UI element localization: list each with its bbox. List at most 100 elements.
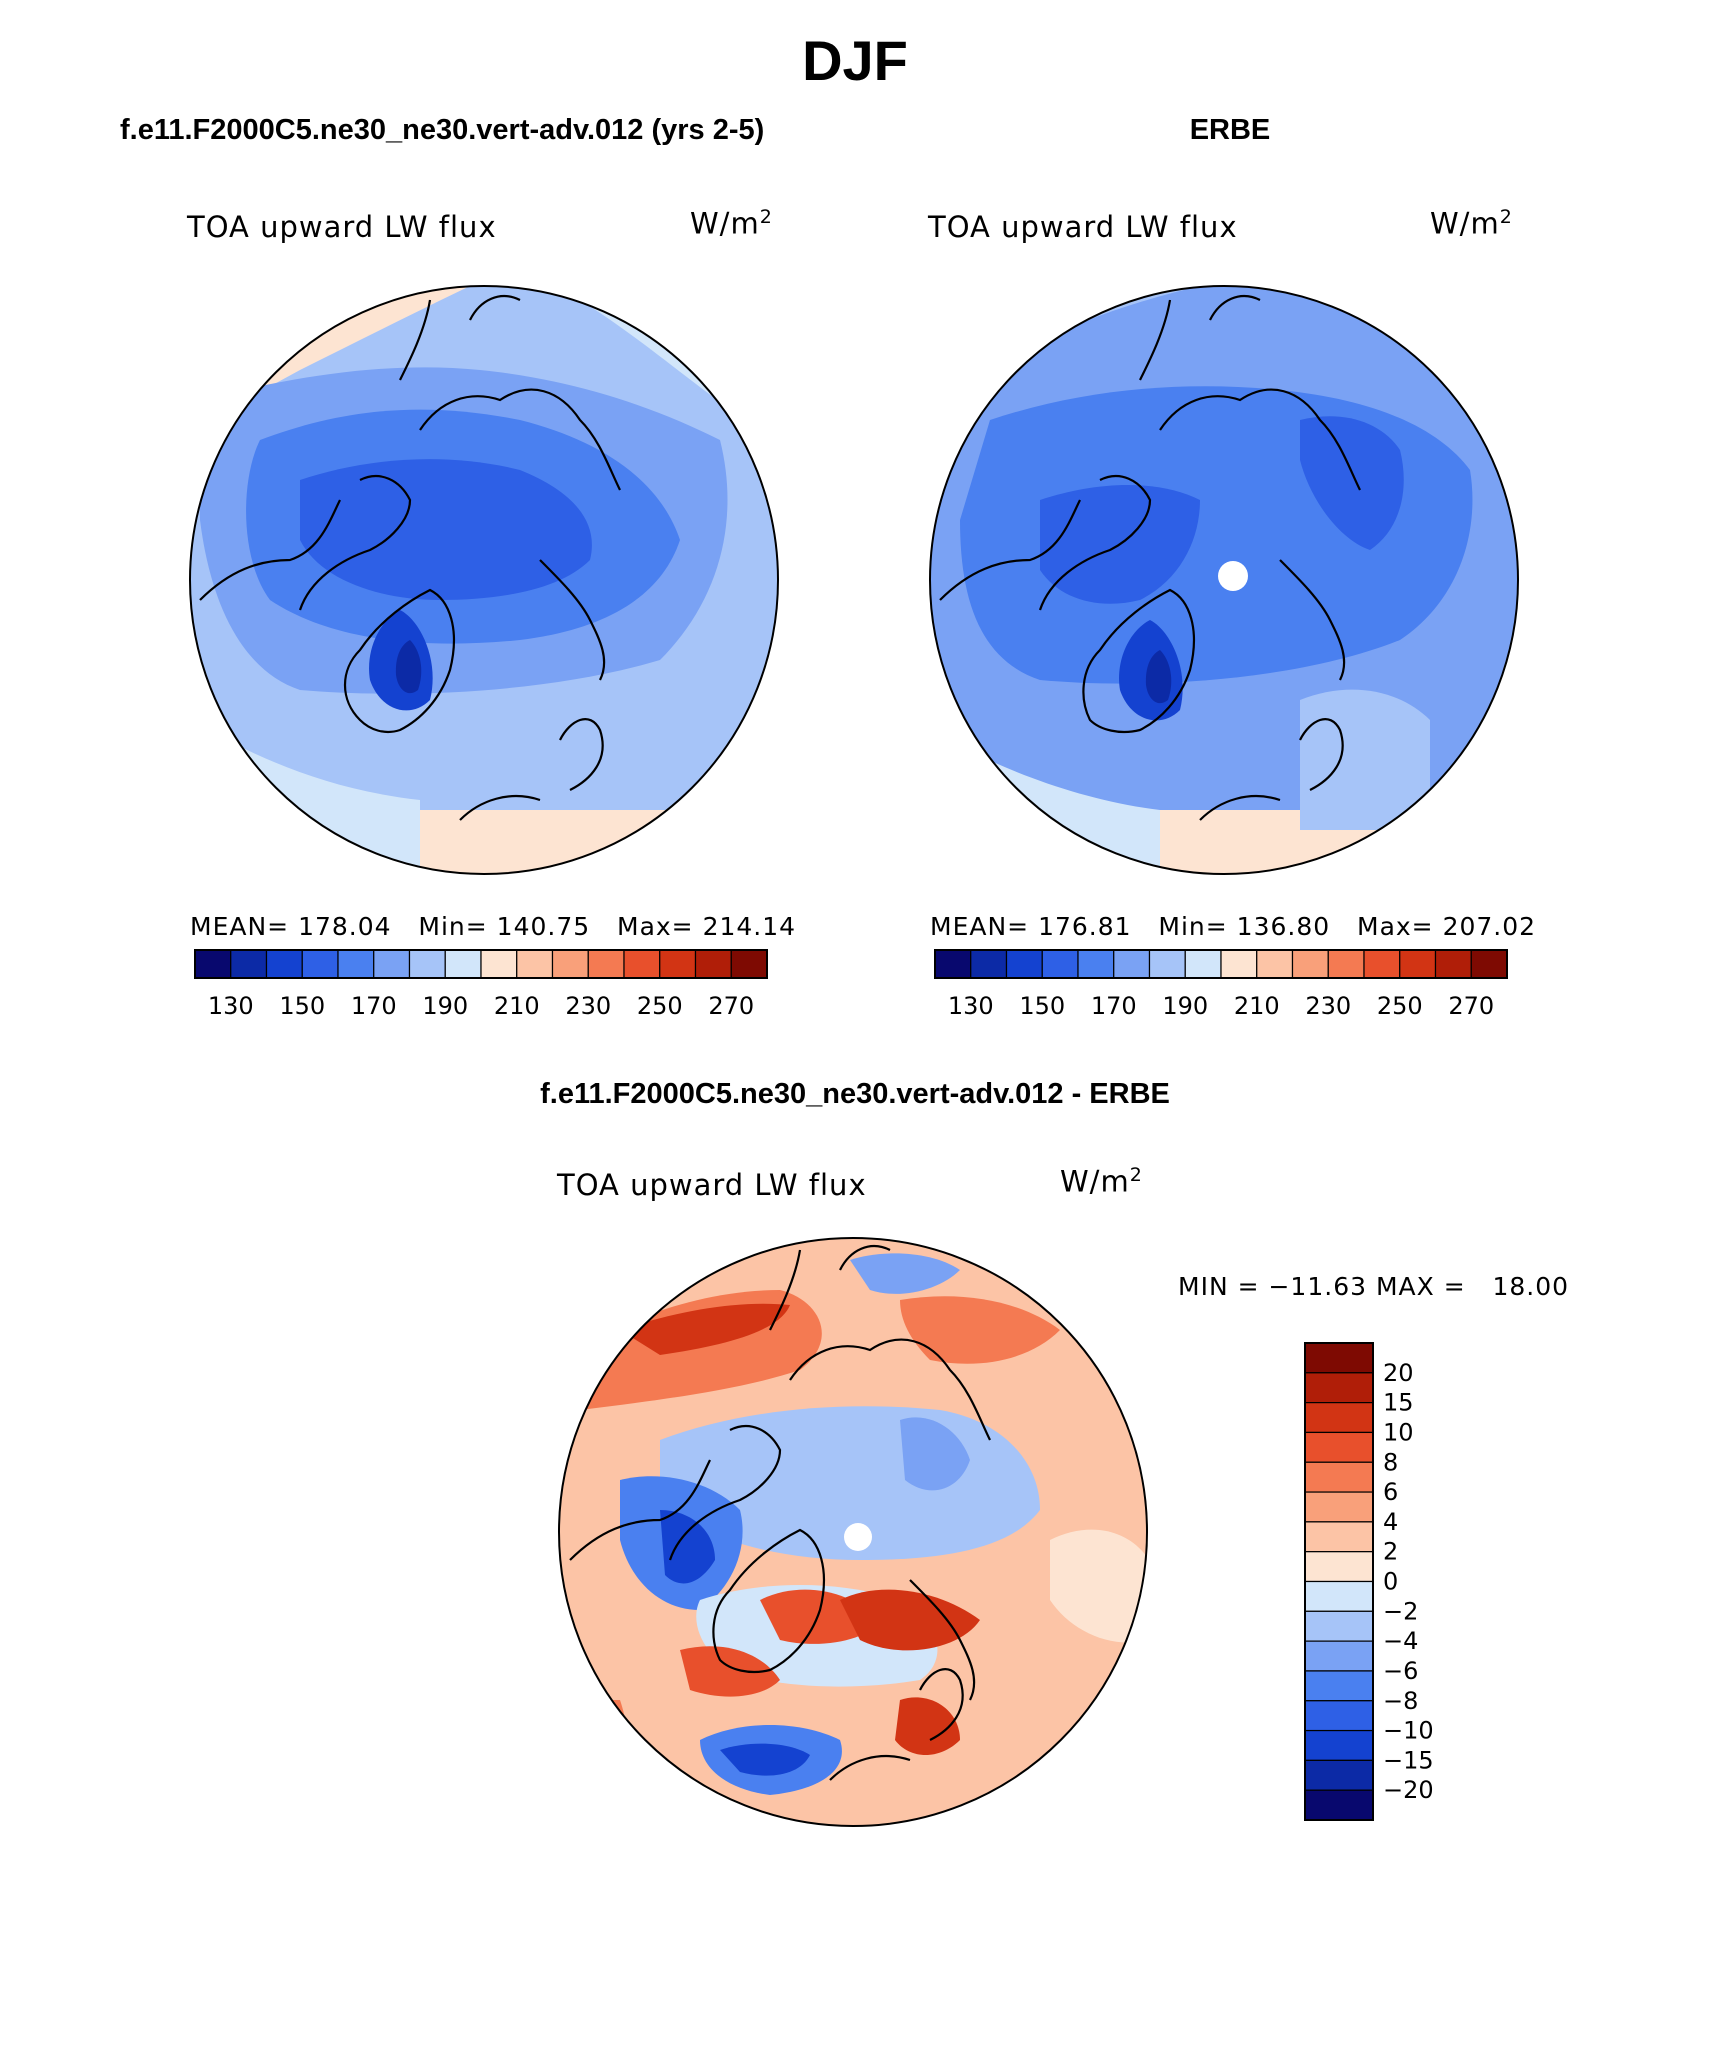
panel-1-colorbar-tick-label: 270 <box>708 992 754 1020</box>
panel-1-colorbar-swatch <box>230 949 268 979</box>
panel-1-colorbar: 130 150 170 190 210 230 250 270 <box>194 949 768 1020</box>
panel-2-colorbar-swatch <box>1291 949 1329 979</box>
panel-2-units: W/m2 <box>1430 206 1513 241</box>
panel-2-max: 207.02 <box>1442 912 1537 941</box>
panel-1-colorbar-tick-label: 190 <box>422 992 468 1020</box>
diff-colorbar-tick-label: −4 <box>1383 1627 1418 1655</box>
panel-1-colorbar-tick-label: 130 <box>208 992 254 1020</box>
panel-2-colorbar-swatch <box>1399 949 1437 979</box>
diff-colorbar-swatch <box>1304 1670 1374 1702</box>
panel-2-min: 136.80 <box>1236 912 1331 941</box>
panel-1-colorbar-swatch <box>623 949 661 979</box>
panel-2-colorbar-swatch <box>1363 949 1401 979</box>
panel-2-header: ERBE <box>1189 114 1271 146</box>
panel-2-units-exp: 2 <box>1499 206 1513 228</box>
panel-1-colorbar-swatch <box>265 949 303 979</box>
panel-1-units-base: W/m <box>690 206 760 241</box>
panel-1-colorbar-swatch <box>551 949 589 979</box>
diff-colorbar-swatch <box>1304 1700 1374 1732</box>
diff-colorbar-tick-label: 8 <box>1383 1448 1398 1476</box>
panel-2-colorbar-tick-label: 230 <box>1305 992 1351 1020</box>
panel-1-colorbar-swatch <box>408 949 446 979</box>
diff-colorbar-tick-label: 10 <box>1383 1418 1414 1446</box>
diff-colorbar-swatch <box>1304 1610 1374 1642</box>
diff-colorbar-swatch <box>1304 1759 1374 1791</box>
diff-colorbar-tick-label: 6 <box>1383 1478 1398 1506</box>
diff-colorbar-tick-label: 20 <box>1383 1359 1414 1387</box>
diff-units-base: W/m <box>1060 1164 1130 1199</box>
panel-1-mean-label: MEAN= <box>190 912 290 941</box>
panel-2-stats: MEAN= 176.81 Min= 136.80 Max= 207.02 <box>930 912 1536 941</box>
panel-1-colorbar-swatch <box>373 949 411 979</box>
panel-2-colorbar-swatch <box>1256 949 1294 979</box>
panel-1-colorbar-swatch <box>587 949 625 979</box>
panel-1-colorbar-swatch <box>516 949 554 979</box>
diff-variable: TOA upward LW flux <box>557 1168 867 1202</box>
panel-2-colorbar-swatch <box>1041 949 1079 979</box>
panel-1-units-exp: 2 <box>759 206 773 228</box>
panel-2-colorbar-tick-label: 150 <box>1019 992 1065 1020</box>
panel-2-colorbar-swatch <box>1113 949 1151 979</box>
page-title: DJF <box>802 29 908 92</box>
panel-2-max-label: Max= <box>1357 912 1434 941</box>
diff-colorbar-swatch <box>1304 1551 1374 1583</box>
panel-1-mean: 178.04 <box>298 912 392 941</box>
panel-1-colorbar-tick-label: 250 <box>637 992 683 1020</box>
panel-1-units: W/m2 <box>690 206 773 241</box>
panel-2-mean-label: MEAN= <box>930 912 1030 941</box>
diff-colorbar-swatch <box>1304 1640 1374 1672</box>
diff-colorbar-swatch <box>1304 1431 1374 1463</box>
panel-1-min-label: Min= <box>418 912 488 941</box>
panel-1-colorbar-tick-label: 210 <box>494 992 540 1020</box>
diff-colorbar-swatch <box>1304 1372 1374 1404</box>
panel-1-colorbar-swatch <box>194 949 232 979</box>
panel-1-colorbar-swatch <box>301 949 339 979</box>
panel-1-colorbar-swatch <box>694 949 732 979</box>
panel-1-colorbar-swatch <box>659 949 697 979</box>
panel-1-min: 140.75 <box>496 912 591 941</box>
panel-2-colorbar-swatch <box>1184 949 1222 979</box>
diff-colorbar-swatch <box>1304 1461 1374 1493</box>
panel-2-colorbar-tick-label: 270 <box>1448 992 1494 1020</box>
diff-colorbar-tick-label: −2 <box>1383 1597 1418 1625</box>
diff-colorbar-tick-label: −8 <box>1383 1687 1418 1715</box>
diff-colorbar-swatch <box>1304 1789 1374 1821</box>
panel-1-colorbar-tick-label: 150 <box>279 992 325 1020</box>
diff-colorbar-tick-label: −15 <box>1383 1746 1434 1774</box>
panel-2-colorbar-swatch <box>1077 949 1115 979</box>
panel-2-colorbar-swatch <box>1327 949 1365 979</box>
diff-colorbar-swatch <box>1304 1491 1374 1523</box>
panel-2-units-base: W/m <box>1430 206 1500 241</box>
panel-2-variable: TOA upward LW flux <box>928 210 1238 244</box>
panel-1-max-label: Max= <box>617 912 694 941</box>
diff-colorbar-tick-label: 0 <box>1383 1568 1398 1596</box>
panel-2-colorbar-swatch <box>934 949 972 979</box>
diff-colorbar-swatch <box>1304 1580 1374 1612</box>
panel-1-colorbar-swatch <box>337 949 375 979</box>
panel-2-colorbar: 130 150 170 190 210 230 250 270 <box>934 949 1508 1020</box>
panel-1-max: 214.14 <box>702 912 797 941</box>
panel-1-colorbar-tick-label: 230 <box>565 992 611 1020</box>
panel-2-colorbar-swatch <box>1434 949 1472 979</box>
panel-2-colorbar-swatch <box>1220 949 1258 979</box>
panel-1-colorbar-swatch <box>730 949 768 979</box>
panel-1-variable: TOA upward LW flux <box>187 210 497 244</box>
diff-colorbar-tick-label: 4 <box>1383 1508 1398 1536</box>
panel-2-colorbar-swatch <box>1005 949 1043 979</box>
diff-colorbar-swatch <box>1304 1729 1374 1761</box>
diff-colorbar-tick-label: −20 <box>1383 1776 1434 1804</box>
diff-units-exp: 2 <box>1129 1164 1143 1186</box>
panel-1-stats: MEAN= 178.04 Min= 140.75 Max= 214.14 <box>190 912 796 941</box>
diff-colorbar-tick-label: −6 <box>1383 1657 1418 1685</box>
panel-2-colorbar-swatch <box>970 949 1008 979</box>
panel-2-min-label: Min= <box>1158 912 1228 941</box>
diff-colorbar-tick-label: 15 <box>1383 1389 1414 1417</box>
panel-2-colorbar-tick-label: 210 <box>1234 992 1280 1020</box>
panel-2-colorbar-tick-label: 190 <box>1162 992 1208 1020</box>
diff-colorbar-swatch <box>1304 1342 1374 1374</box>
diff-colorbar-swatch <box>1304 1521 1374 1553</box>
panel-2-colorbar-tick-label: 170 <box>1091 992 1137 1020</box>
diff-colorbar-tick-label: 2 <box>1383 1538 1398 1566</box>
diff-minmax: MIN = −11.63 MAX = 18.00 <box>1178 1272 1570 1301</box>
